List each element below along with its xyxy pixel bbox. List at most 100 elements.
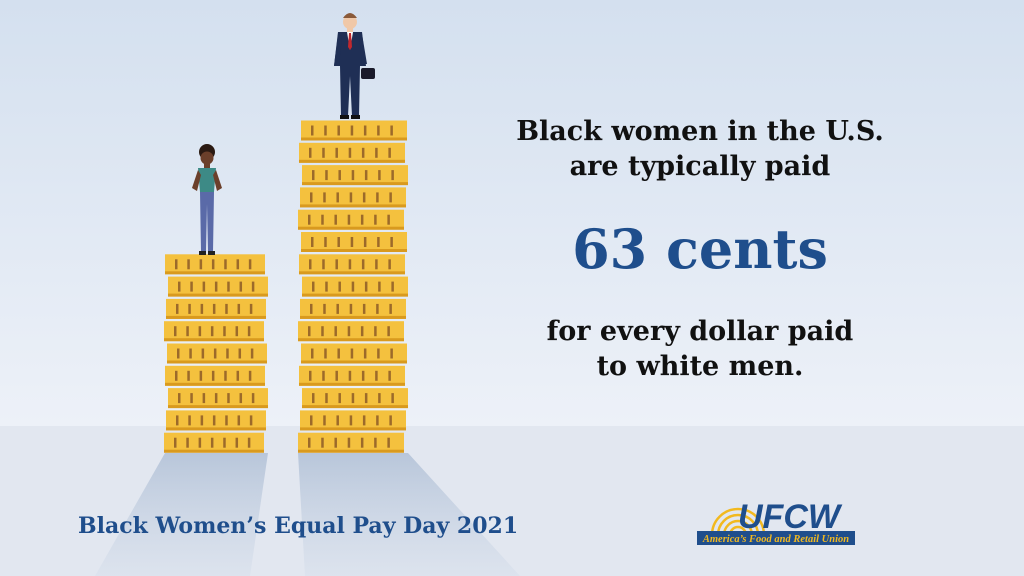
coin-edge <box>300 315 406 319</box>
coin-ridge <box>226 348 229 359</box>
coin-edge <box>300 204 406 208</box>
coin-ridge <box>211 370 215 381</box>
coin-ridge <box>336 415 339 426</box>
coin-ridge <box>324 348 327 359</box>
coin-ridge <box>389 303 392 314</box>
coin-edge <box>168 405 268 409</box>
coin-ridge <box>351 281 355 292</box>
coin-ridge <box>321 326 324 337</box>
coin-ridge <box>378 393 381 404</box>
coin-ridge <box>335 370 338 381</box>
coin-body <box>302 388 408 409</box>
coin-ridge <box>376 303 379 314</box>
coin-ridge <box>390 125 393 136</box>
tail-line: for every dollar paid <box>547 316 854 347</box>
coin-ridge <box>336 303 339 314</box>
coin-ridge <box>190 393 193 404</box>
coin-ridge <box>308 437 311 448</box>
coin-ridge <box>210 437 214 448</box>
coin-ridge <box>321 437 324 448</box>
coin-ridge <box>325 170 328 181</box>
coin-ridge <box>210 326 214 337</box>
logo-tagline: America’s Food and Retail Union <box>702 534 849 545</box>
coin-ridge <box>223 326 226 337</box>
coin-ridge <box>211 259 215 270</box>
coin <box>301 232 407 252</box>
coin-ridge <box>388 370 391 381</box>
coin-ridge <box>324 125 327 136</box>
coin-ridge <box>311 348 314 359</box>
coin-ridge <box>334 214 337 225</box>
coin <box>301 343 407 364</box>
coin-ridge <box>237 415 241 426</box>
coin-body <box>301 343 407 364</box>
coin-ridge <box>389 415 392 426</box>
coin-ridge <box>224 259 227 270</box>
coin-ridge <box>377 125 380 136</box>
coin-ridge <box>199 259 203 270</box>
light-beam <box>95 453 268 576</box>
coin-ridge <box>177 348 180 359</box>
coin-body <box>301 120 407 141</box>
coin-ridge <box>391 170 394 181</box>
coin-edge <box>164 449 264 453</box>
coin-ridge <box>199 370 203 381</box>
coin-body <box>166 298 266 319</box>
coin-edge <box>299 159 405 163</box>
coin <box>168 276 268 297</box>
coin <box>164 432 264 453</box>
coin-ridge <box>312 281 315 292</box>
coin-edge <box>301 249 407 252</box>
coin-ridge <box>237 303 241 314</box>
coin-ridge <box>347 326 351 337</box>
coin-ridge <box>249 303 253 314</box>
coin-ridge <box>251 281 255 292</box>
coin-body <box>302 276 408 297</box>
coin <box>302 165 408 186</box>
coin-ridge <box>364 393 368 404</box>
coin-ridge <box>377 348 380 359</box>
coin-ridge <box>387 214 390 225</box>
coin-ridge <box>348 147 352 158</box>
coin-ridge <box>174 437 177 448</box>
coin-ridge <box>390 237 393 247</box>
coin-ridge <box>312 170 315 181</box>
coin-ridge <box>189 348 192 359</box>
coin-ridge <box>334 326 337 337</box>
coin-ridge <box>176 415 179 426</box>
coin-ridge <box>224 370 227 381</box>
coin-ridge <box>364 170 368 181</box>
light-beam <box>298 453 520 576</box>
coin-ridge <box>337 348 340 359</box>
tail-text: for every dollar paid to white men. <box>547 316 854 382</box>
coin-ridge <box>212 303 216 314</box>
coin-ridge <box>361 259 365 270</box>
coin-ridge <box>176 303 179 314</box>
coin-ridge <box>248 259 252 270</box>
coin-ridge <box>312 393 315 404</box>
coin-ridge <box>322 370 325 381</box>
coin-edge <box>299 271 405 275</box>
coin-ridge <box>309 147 312 158</box>
coin-ridge <box>338 393 341 404</box>
coin-ridge <box>308 326 311 337</box>
coin-ridge <box>391 393 394 404</box>
coin-ridge <box>235 326 239 337</box>
coin-ridge <box>337 125 340 136</box>
coin <box>300 187 406 208</box>
coin-ridge <box>376 192 379 203</box>
coin-ridge <box>323 192 326 203</box>
coin-edge <box>298 449 404 453</box>
coin-ridge <box>335 259 338 270</box>
headline-line: Black women in the U.S. <box>516 116 884 147</box>
coin-ridge <box>190 281 193 292</box>
coin <box>166 298 266 319</box>
coin-ridge <box>187 370 190 381</box>
coin-ridge <box>236 259 240 270</box>
coin-ridge <box>361 370 365 381</box>
coin-ridge <box>310 192 313 203</box>
coin-edge <box>168 293 268 297</box>
coin-ridge <box>388 147 391 158</box>
coin-ridge <box>360 437 364 448</box>
coin-edge <box>166 427 266 431</box>
